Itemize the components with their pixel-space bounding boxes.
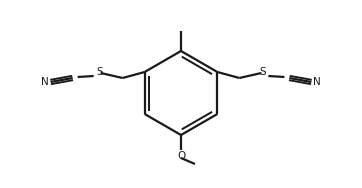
Text: O: O — [177, 151, 185, 161]
Text: S: S — [259, 67, 266, 77]
Text: S: S — [96, 67, 103, 77]
Text: N: N — [41, 77, 49, 87]
Text: N: N — [313, 77, 321, 87]
